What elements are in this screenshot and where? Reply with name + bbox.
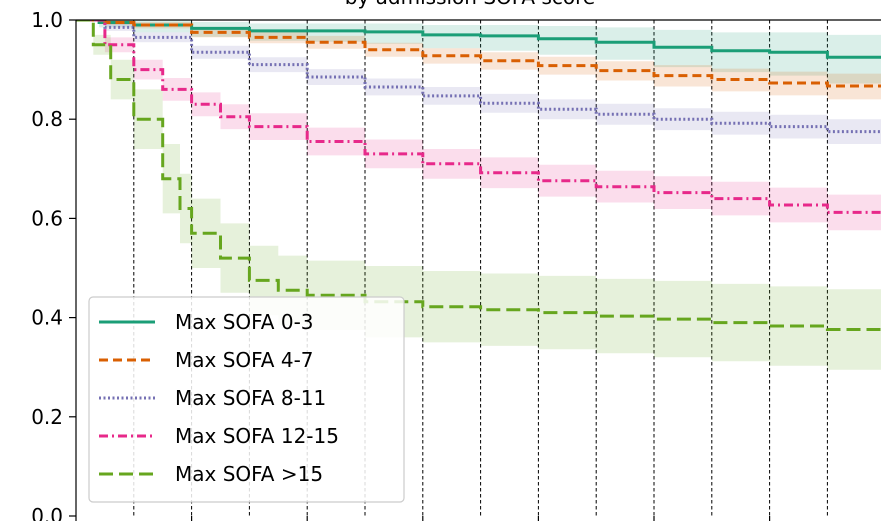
series-line-3 xyxy=(76,20,881,134)
series-line-1 xyxy=(76,20,881,59)
y-tick-label: 0.0 xyxy=(31,504,63,521)
y-tick-label: 1.0 xyxy=(31,8,63,32)
legend-box xyxy=(88,296,405,503)
series-line-5 xyxy=(76,20,881,331)
confidence-band-1 xyxy=(76,20,881,84)
confidence-band-3 xyxy=(76,20,881,144)
legend-label-3: Max SOFA 8-11 xyxy=(175,386,326,410)
legend-label-2: Max SOFA 4-7 xyxy=(175,348,314,372)
legend-label-4: Max SOFA 12-15 xyxy=(175,424,339,448)
y-tick-label: 0.4 xyxy=(31,306,63,330)
confidence-band-4 xyxy=(76,20,881,231)
legend-label-1: Max SOFA 0-3 xyxy=(175,310,314,334)
chart-title: by admission SOFA score xyxy=(345,0,595,9)
y-tick-label: 0.2 xyxy=(31,405,63,429)
legend: Max SOFA 0-3 Max SOFA 4-7 Max SOFA 8-11 Max… xyxy=(88,296,405,503)
confidence-band-2 xyxy=(76,20,881,100)
y-tick-label: 0.8 xyxy=(31,107,63,131)
y-tick-label: 0.6 xyxy=(31,206,63,230)
legend-label-5: Max SOFA >15 xyxy=(175,462,323,486)
